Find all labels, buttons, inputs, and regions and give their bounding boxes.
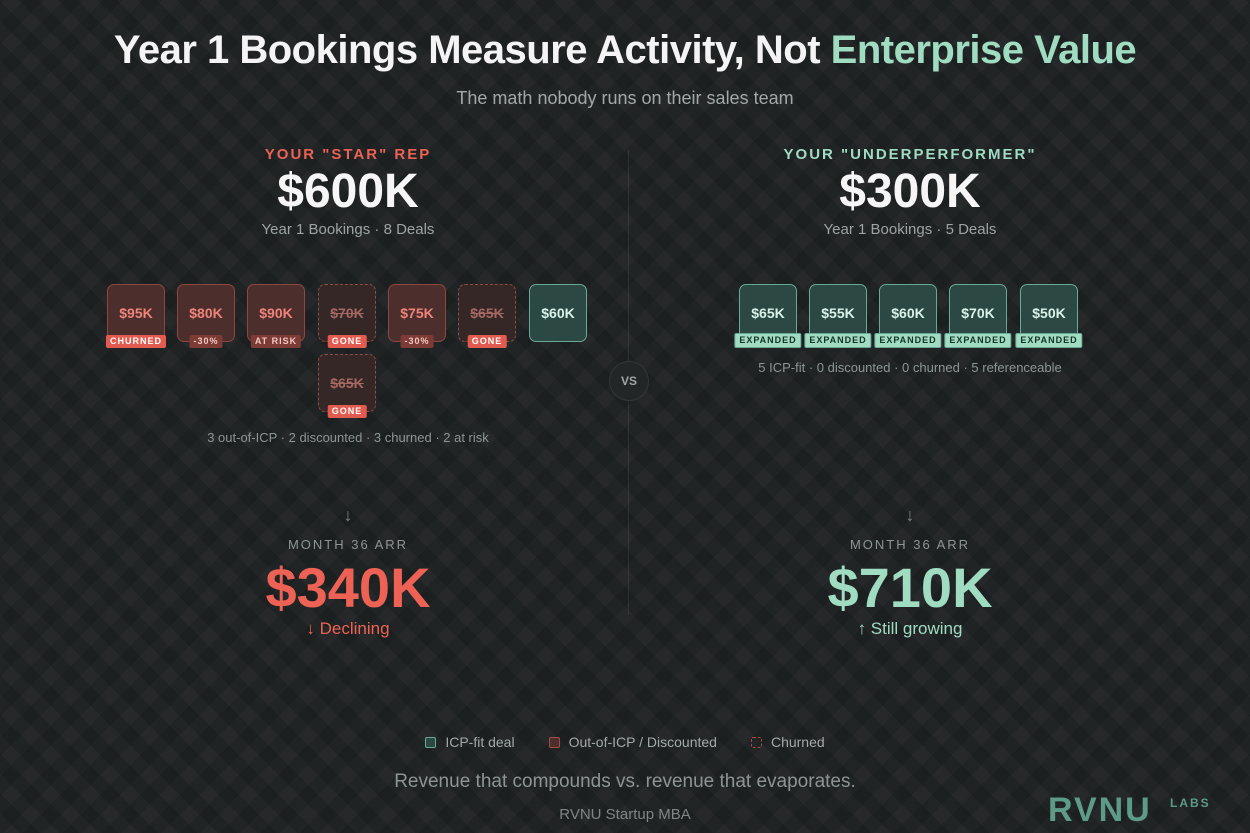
deal-status-badge: -30% [400, 335, 434, 348]
star-rep-deal-tile: $65K GONE [318, 354, 376, 418]
underperformer-deal-tile: $60K EXPANDED [874, 284, 942, 348]
underperformer-deal-tile: $65K EXPANDED [734, 284, 802, 348]
star-rep-label: YOUR "STAR" REP [264, 146, 432, 163]
out-of-icp-swatch-icon [548, 736, 560, 748]
tagline: Revenue that compounds vs. revenue that … [394, 771, 856, 792]
deal-status-badge: GONE [327, 405, 367, 418]
underperformer-label: YOUR "UNDERPERFORMER" [783, 146, 1037, 163]
underperformer-arr-value: $710K [827, 556, 993, 619]
star-rep-deal-tile: $65K GONE [458, 284, 516, 348]
rvnu-logo-labs: LABS [1170, 796, 1211, 810]
deal-amount: $70K [330, 305, 364, 321]
deal-amount: $80K [189, 305, 223, 321]
deal-amount: $65K [470, 305, 504, 321]
footer-credit: RVNU Startup MBA [559, 806, 691, 823]
deal-status-badge: GONE [467, 335, 507, 348]
deal-amount: $60K [891, 305, 925, 321]
star-rep-stats: 3 out-of-ICP · 2 discounted · 3 churned … [207, 430, 489, 445]
title-main: Year 1 Bookings Measure Activity, Not [113, 28, 831, 72]
underperformer-bookings: $300K [839, 165, 981, 218]
churned-swatch-icon [750, 736, 762, 748]
down-arrow-icon: ↓ [343, 505, 353, 525]
deal-status-badge: EXPANDED [1015, 333, 1083, 348]
legend-item-churned: Churned [750, 734, 825, 750]
deal-status-badge: GONE [327, 335, 367, 348]
legend-label: ICP-fit deal [445, 734, 515, 750]
deal-amount: $50K [1032, 305, 1066, 321]
icp-swatch-icon [425, 736, 437, 748]
star-rep-trend: ↓ Declining [306, 619, 390, 638]
rvnu-logo: RVNU [1048, 791, 1152, 829]
underperformer-trend: ↑ Still growing [857, 619, 963, 638]
deal-amount: $95K [119, 305, 153, 321]
deal-status-badge: AT RISK [250, 335, 302, 348]
deal-status-badge: EXPANDED [804, 333, 872, 348]
star-rep-arr-value: $340K [265, 556, 431, 619]
deal-amount: $70K [961, 305, 995, 321]
star-rep-header: YOUR "STAR" REP $600K Year 1 Bookings · … [78, 140, 618, 238]
legend-label: Out-of-ICP / Discounted [568, 734, 717, 750]
page-title: Year 1 Bookings Measure Activity, Not En… [0, 28, 1250, 73]
star-rep-deal-tile: $95K CHURNED [106, 284, 166, 348]
legend: ICP-fit deal Out-of-ICP / Discounted Chu… [0, 734, 1250, 750]
deal-amount: $90K [259, 305, 293, 321]
underperformer-deal-tile: $55K EXPANDED [804, 284, 872, 348]
deal-amount: $65K [330, 375, 364, 391]
deal-status-badge: -30% [189, 335, 223, 348]
star-rep-arr-label: MONTH 36 ARR [287, 537, 409, 552]
legend-item-out-of-icp: Out-of-ICP / Discounted [548, 734, 717, 750]
deal-amount: $60K [541, 305, 575, 321]
underperformer-arr-label: MONTH 36 ARR [849, 537, 971, 552]
star-rep-deal-tile: $75K -30% [388, 284, 446, 348]
vs-badge: VS [609, 361, 649, 401]
deal-status-badge: EXPANDED [874, 333, 942, 348]
underperformer-header: YOUR "UNDERPERFORMER" $300K Year 1 Booki… [640, 140, 1180, 238]
underperformer-deal-tile: $50K EXPANDED [1015, 284, 1083, 348]
star-rep-bookings: $600K [277, 165, 419, 218]
star-rep-deal-tile: $60K [529, 284, 587, 342]
star-rep-deal-tile: $80K -30% [177, 284, 235, 348]
deal-status-badge: EXPANDED [944, 333, 1012, 348]
deal-amount: $75K [400, 305, 434, 321]
legend-item-icp: ICP-fit deal [425, 734, 515, 750]
deal-status-badge: CHURNED [106, 335, 166, 348]
deal-amount: $55K [821, 305, 855, 321]
title-accent: Enterprise Value [830, 28, 1137, 72]
underperformer-subtext: Year 1 Bookings · 5 Deals [823, 221, 997, 238]
underperformer-deal-tile: $70K EXPANDED [944, 284, 1012, 348]
star-rep-subtext: Year 1 Bookings · 8 Deals [261, 221, 435, 238]
down-arrow-icon: ↓ [905, 505, 915, 525]
page-subtitle: The math nobody runs on their sales team [456, 88, 794, 108]
star-rep-deal-tile: $70K GONE [318, 284, 376, 348]
deal-status-badge: EXPANDED [734, 333, 802, 348]
deal-amount: $65K [751, 305, 785, 321]
underperformer-stats: 5 ICP-fit · 0 discounted · 0 churned · 5… [758, 360, 1062, 375]
legend-label: Churned [770, 734, 825, 750]
star-rep-deal-tile: $90K AT RISK [247, 284, 305, 348]
